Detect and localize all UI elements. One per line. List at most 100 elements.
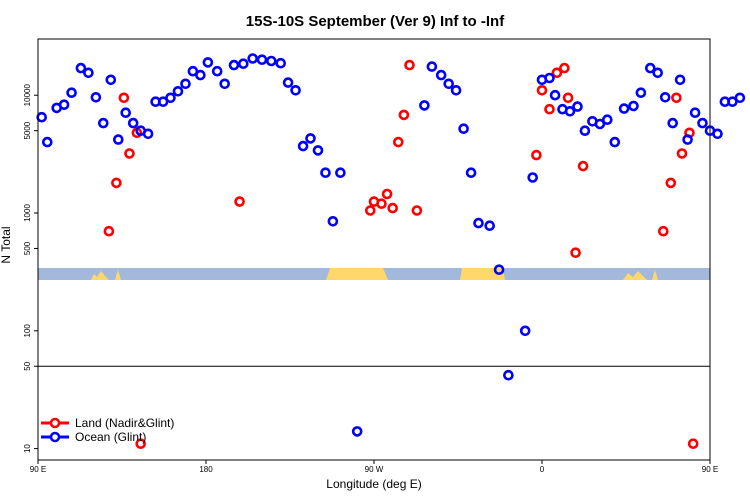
ocean-point: [549, 89, 561, 101]
ocean-point: [712, 128, 723, 140]
y-tick-label: 5000: [23, 121, 32, 139]
ocean-point: [674, 74, 686, 86]
plot-background: [38, 39, 710, 460]
land-point: [570, 247, 581, 258]
ocean-point: [120, 107, 131, 118]
land-patch: [460, 268, 505, 280]
ocean-point: [83, 67, 94, 79]
ocean-point: [734, 92, 746, 104]
land-point: [376, 198, 387, 209]
ocean-point: [142, 128, 154, 140]
land-point: [111, 177, 122, 189]
y-tick-label: 10: [23, 444, 32, 453]
x-tick-label: 90 E: [30, 465, 46, 474]
ocean-point: [689, 107, 701, 118]
land-point: [381, 188, 393, 200]
land-point: [577, 160, 589, 172]
ocean-point: [238, 58, 249, 70]
land-patch: [623, 271, 647, 280]
legend-marker-land: [49, 417, 61, 429]
ocean-point: [180, 78, 191, 90]
ocean-point: [172, 86, 184, 97]
y-tick-label: 100: [23, 324, 32, 338]
land-point: [392, 136, 404, 148]
ocean-point: [618, 103, 630, 114]
ocean-point: [659, 92, 671, 103]
ocean-point: [519, 325, 531, 337]
ocean-point: [426, 61, 438, 72]
x-axis: 90 E 180 90 W 0 90 E: [30, 460, 718, 474]
land-point: [559, 62, 570, 74]
chart-title: 15S-10S September (Ver 9) Inf to -Inf: [246, 13, 505, 30]
ocean-point: [228, 59, 240, 71]
ocean-point: [327, 216, 339, 227]
land-patch: [652, 270, 658, 280]
ocean-point: [419, 100, 430, 111]
legend-label-land: Land (Nadir&Glint): [75, 416, 174, 430]
y-tick-label: 50: [23, 361, 32, 370]
ocean-point: [644, 62, 656, 74]
ocean-point: [601, 114, 613, 125]
ocean-point: [202, 57, 214, 68]
land-patch: [91, 271, 109, 280]
x-axis-label: Longitude (deg E): [326, 477, 421, 491]
land-point: [544, 103, 555, 115]
land-point: [398, 109, 410, 121]
ocean-series: [36, 53, 746, 437]
ocean-point: [544, 72, 555, 84]
ocean-point: [320, 167, 331, 178]
ocean-point: [290, 85, 301, 96]
ocean-point: [41, 136, 53, 148]
ocean-point: [484, 220, 496, 231]
land-patch: [115, 270, 121, 280]
land-point: [411, 205, 423, 216]
ocean-point: [105, 74, 117, 86]
land-point: [404, 59, 415, 71]
ocean-point: [265, 55, 277, 67]
land-patch: [326, 268, 388, 280]
land-point: [364, 205, 376, 216]
ocean-point: [493, 264, 505, 276]
y-tick-label: 500: [23, 241, 32, 255]
ocean-point: [312, 145, 324, 156]
ocean-point: [473, 217, 484, 229]
land-point: [124, 148, 135, 159]
ocean-point: [465, 167, 477, 178]
land-point: [676, 148, 688, 159]
ocean-point: [113, 134, 124, 145]
ocean-point: [697, 117, 708, 129]
ocean-point: [652, 67, 664, 79]
ocean-point: [282, 77, 294, 88]
plot-area: [36, 38, 746, 461]
ocean-point: [572, 101, 583, 112]
ocean-point: [247, 53, 258, 64]
ocean-point: [594, 118, 606, 130]
ocean-point: [127, 117, 139, 129]
land-point: [234, 196, 245, 207]
coastline-band: [38, 268, 710, 280]
ocean-point: [450, 85, 462, 96]
legend-marker-ocean: [49, 431, 61, 443]
ocean-point: [98, 117, 109, 129]
land-point: [665, 177, 677, 189]
ocean-point: [66, 87, 77, 98]
y-tick-label: 10000: [23, 84, 32, 107]
land-point: [531, 149, 542, 161]
land-point: [562, 92, 574, 104]
ocean-point: [579, 125, 591, 136]
land-point: [687, 438, 699, 450]
ocean-point: [305, 133, 316, 144]
ocean-point: [256, 54, 268, 66]
x-tick-label: 90 E: [702, 465, 718, 474]
ocean-point: [635, 87, 647, 98]
x-tick-label: 90 W: [365, 465, 384, 474]
land-point: [536, 85, 548, 96]
x-tick-label: 180: [199, 465, 213, 474]
land-point: [135, 438, 146, 450]
ocean-point: [211, 65, 223, 77]
land-point: [657, 225, 669, 237]
data-series: [36, 53, 746, 450]
ocean-point: [219, 78, 230, 90]
ocean-point: [503, 369, 514, 381]
